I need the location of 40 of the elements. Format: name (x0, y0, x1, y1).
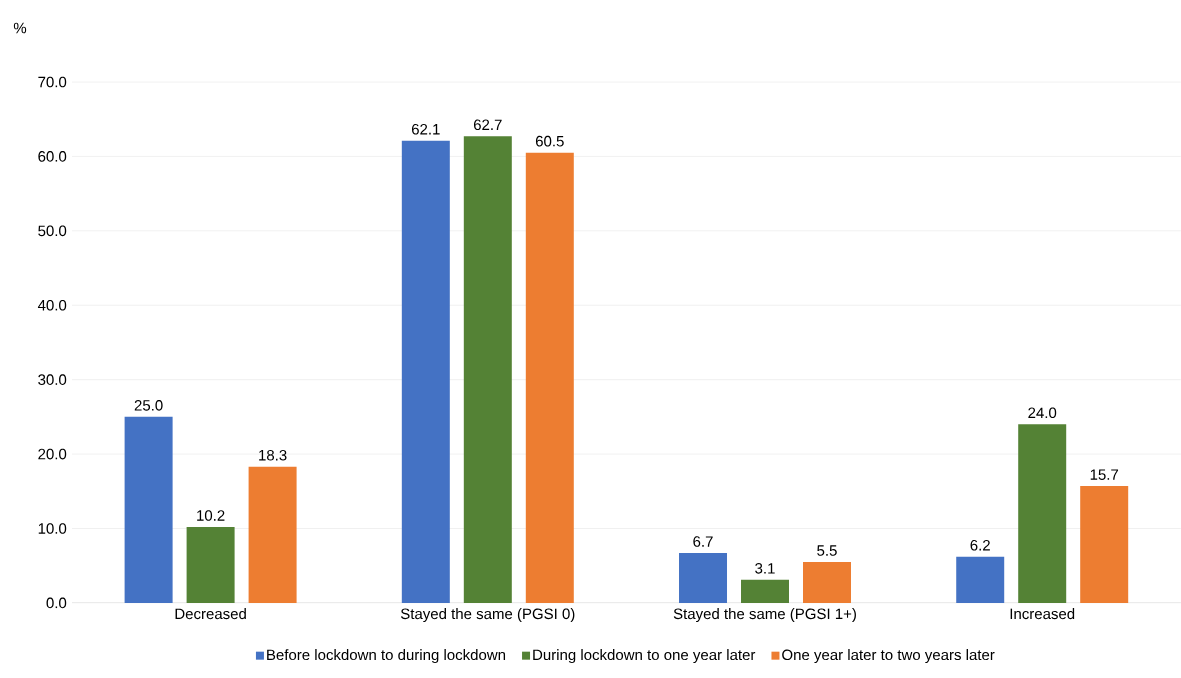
data-label: 24.0 (1028, 407, 1057, 419)
bar (803, 562, 851, 603)
bar (525, 152, 574, 603)
data-label: 5.5 (817, 545, 837, 556)
bar (186, 527, 235, 603)
bar (463, 136, 512, 603)
x-tick-label: Stayed the same (PGSI 0) (400, 608, 575, 623)
data-label: 6.7 (693, 536, 713, 547)
y-axis-title: % (13, 22, 27, 34)
data-label: 62.1 (411, 124, 440, 135)
bar (679, 553, 728, 603)
y-tick-label: 70.0 (38, 76, 67, 88)
legend-label: Before lockdown to during lockdown (267, 649, 506, 664)
x-tick-label: Decreased (175, 608, 246, 620)
data-label: 10.2 (197, 510, 225, 521)
bar (1018, 424, 1067, 603)
x-tick-label: Stayed the same (PGSI 1+) (673, 608, 856, 623)
bar (124, 416, 173, 603)
y-tick-label: 10.0 (38, 523, 67, 534)
data-label: 3.1 (755, 563, 775, 574)
y-tick-label: 30.0 (38, 374, 67, 386)
bar (741, 579, 789, 603)
legend-label: One year later to two years later (782, 649, 995, 664)
y-tick-label: 60.0 (38, 151, 67, 162)
data-label: 62.7 (473, 119, 502, 131)
y-tick-label: 20.0 (38, 448, 67, 460)
data-label: 6.2 (970, 540, 990, 551)
y-tick-label: 50.0 (38, 225, 67, 237)
data-label: 60.5 (535, 135, 564, 147)
y-tick-label: 0.0 (46, 597, 67, 609)
x-tick-label: Increased (1010, 608, 1075, 620)
legend-label: During lockdown to one year later (533, 649, 756, 664)
data-label: 15.7 (1090, 469, 1119, 480)
bar (401, 140, 450, 603)
bar (248, 466, 297, 603)
y-tick-label: 40.0 (37, 299, 67, 311)
bar (1080, 486, 1129, 603)
data-label: 18.3 (259, 449, 287, 461)
data-label: 25.0 (134, 400, 163, 411)
bar (956, 556, 1005, 603)
